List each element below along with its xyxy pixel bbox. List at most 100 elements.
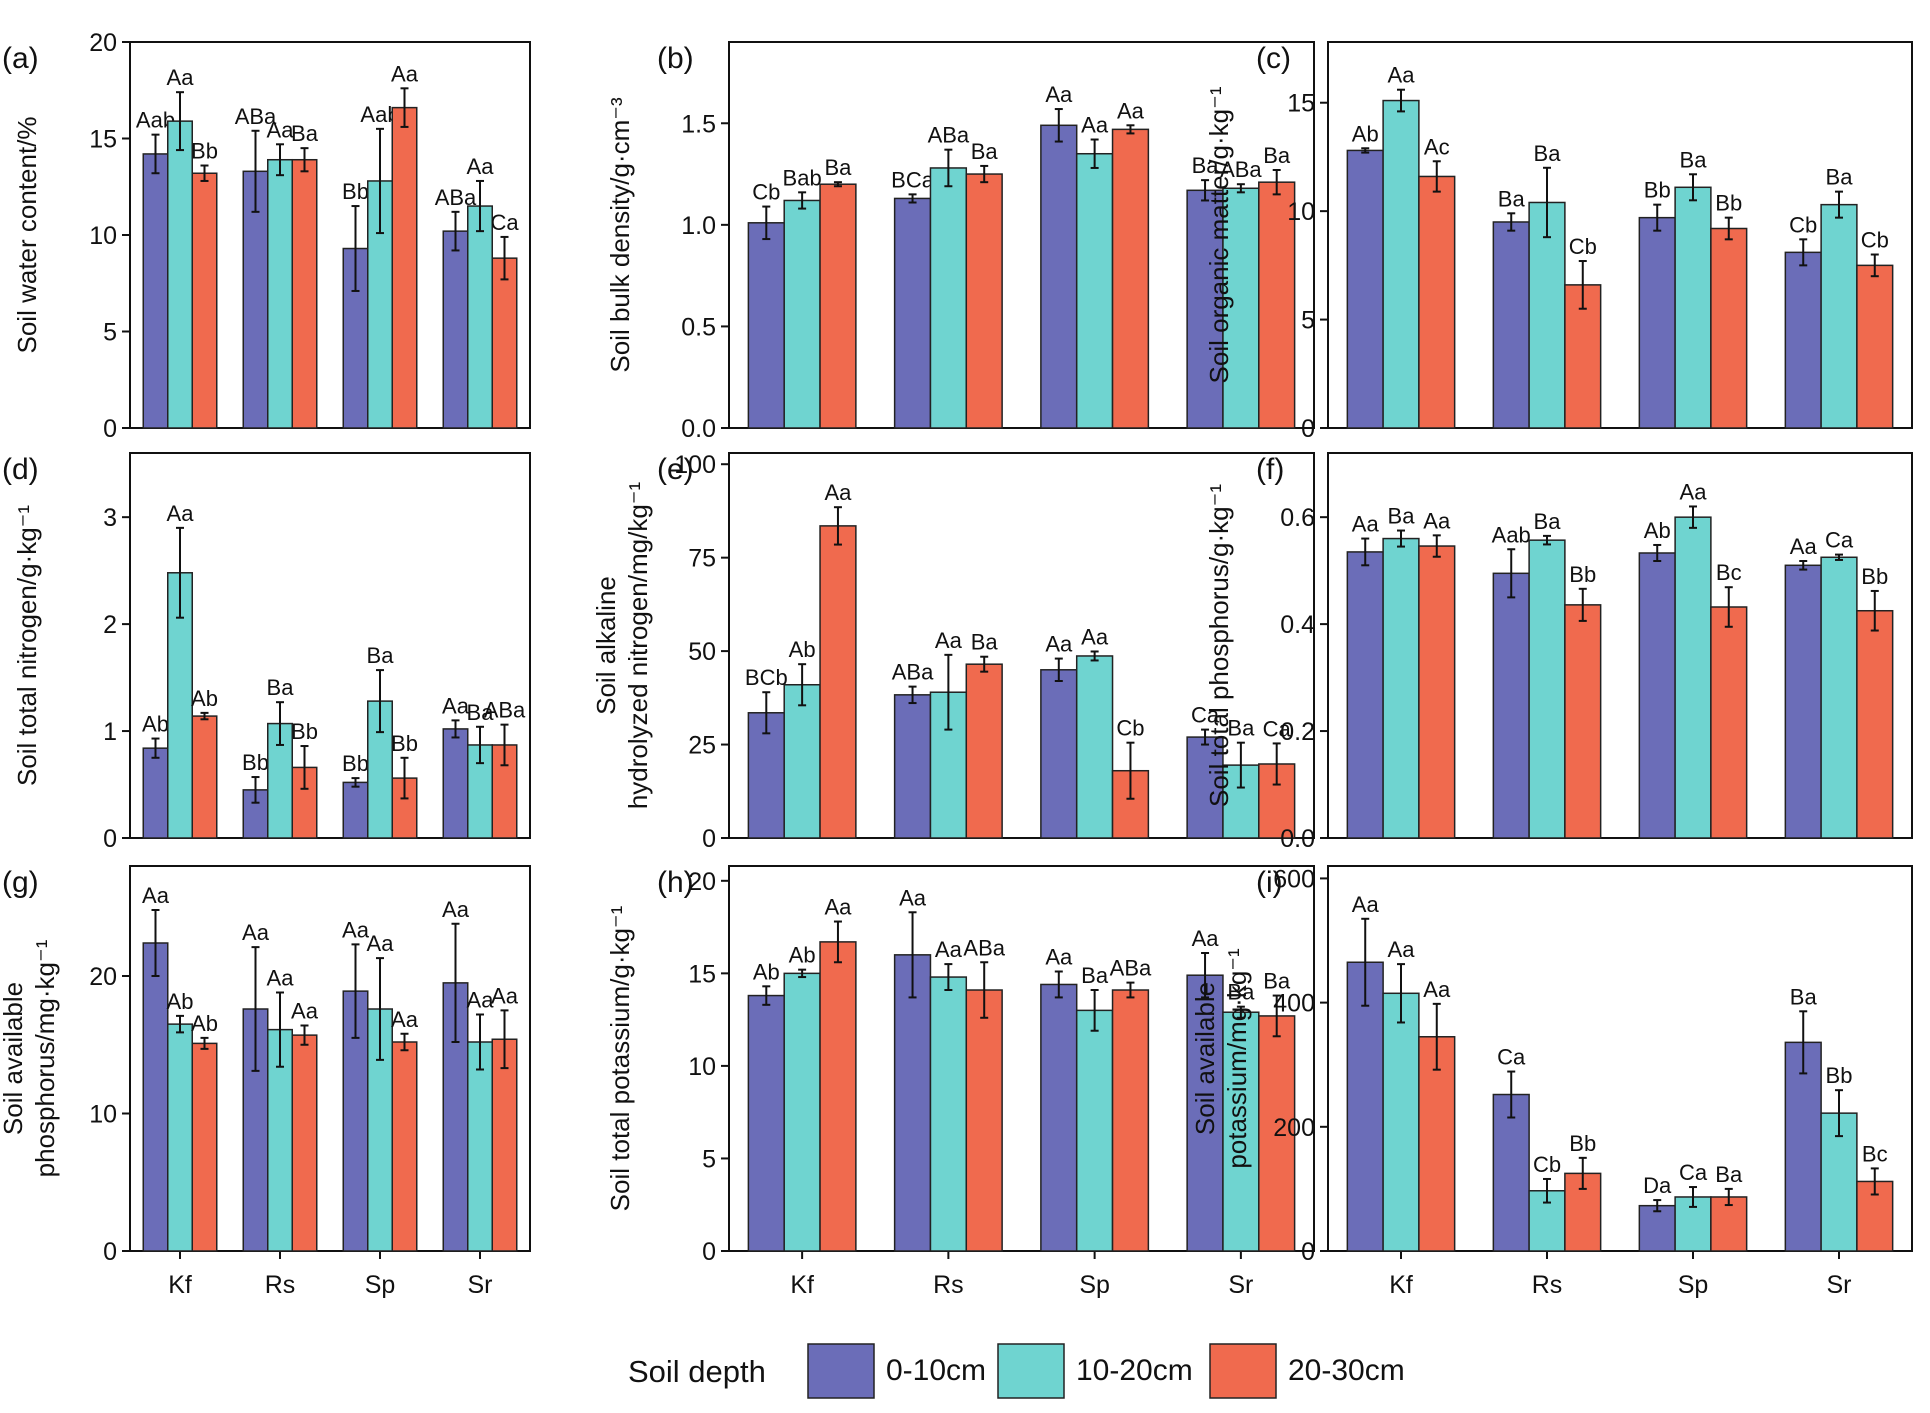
panel-letter: (e): [657, 453, 694, 486]
y-tick-label: 5: [702, 1145, 716, 1173]
significance-label: Ab: [191, 686, 218, 711]
bar: [819, 183, 857, 429]
bar: [1222, 1011, 1260, 1252]
significance-label: Ba: [1081, 963, 1109, 988]
plot-frame: [1327, 452, 1913, 839]
y-axis-label: Soil total phosphorus/g·kg⁻¹: [1204, 484, 1234, 807]
x-tick-label: Sp: [1079, 1271, 1110, 1299]
x-tick-label: Sr: [1228, 1271, 1253, 1299]
bar: [167, 120, 193, 429]
bar: [1222, 187, 1260, 429]
panel-letter: (b): [657, 42, 694, 75]
bar: [1784, 251, 1822, 429]
bar: [1075, 655, 1114, 839]
y-tick-label: 0.0: [1280, 825, 1315, 853]
significance-label: Ba: [1790, 984, 1818, 1009]
significance-label: Ca: [1679, 1160, 1708, 1185]
bar: [1075, 1009, 1114, 1252]
panel-letter: (a): [2, 42, 39, 75]
bar: [1710, 606, 1748, 839]
significance-label: Aa: [167, 65, 195, 90]
y-tick-label: 5: [103, 319, 117, 347]
significance-label: Bb: [1569, 562, 1596, 587]
significance-label: Aa: [824, 895, 852, 920]
bar: [965, 989, 1003, 1252]
bar: [747, 994, 785, 1252]
panel-7: 0 5 10 15 20 Soil total potassium/g·kg⁻¹ (h) Kf…: [605, 865, 1315, 1299]
x-tick-label: Rs: [933, 1271, 964, 1299]
significance-label: Ab: [1644, 518, 1671, 543]
significance-label: Ba: [267, 675, 295, 700]
significance-label: Ab: [167, 989, 194, 1014]
bar: [819, 525, 857, 839]
x-tick-label: Kf: [168, 1271, 192, 1299]
significance-label: Aa: [442, 897, 470, 922]
significance-label: Aa: [491, 983, 519, 1008]
y-tick-label: 100: [674, 451, 716, 479]
significance-label: Bb: [1861, 564, 1888, 589]
significance-label: Ba: [367, 643, 395, 668]
bar: [929, 167, 968, 429]
y-axis-label-line: potassium/mg·kg⁻¹: [1222, 948, 1252, 1169]
significance-label: Aa: [367, 931, 395, 956]
significance-label: Bb: [391, 731, 418, 756]
significance-label: Ba: [1192, 153, 1220, 178]
bar: [1382, 992, 1420, 1252]
panel-8: 0 200 400 600 Soil availablepotassium/mg·kg⁻…: [1190, 865, 1913, 1299]
significance-label: Aa: [899, 885, 927, 910]
panel-letter: (d): [2, 453, 39, 486]
significance-label: Aa: [1117, 98, 1145, 123]
significance-label: Ba: [1680, 147, 1708, 172]
y-tick-label: 3: [103, 504, 117, 532]
x-tick-label: Kf: [1389, 1271, 1413, 1299]
y-tick-label: 2: [103, 611, 117, 639]
significance-label: Ab: [191, 1011, 218, 1036]
significance-label: Ca: [1191, 703, 1220, 728]
significance-label: Bb: [1715, 191, 1742, 216]
significance-label: Aa: [1388, 937, 1416, 962]
x-tick-label: Rs: [1532, 1271, 1563, 1299]
plot-frame: [129, 452, 531, 839]
y-tick-label: 0.5: [681, 313, 716, 341]
significance-label: Bc: [1716, 560, 1742, 585]
significance-label: Aa: [142, 883, 170, 908]
bar: [491, 1038, 518, 1252]
significance-label: Aa: [242, 920, 270, 945]
y-axis-label-line: Soil available: [1190, 982, 1220, 1135]
bar: [391, 1041, 418, 1252]
x-tick-label: Sr: [1827, 1271, 1852, 1299]
x-tick-label: Rs: [265, 1271, 296, 1299]
significance-label: Ab: [142, 712, 169, 737]
bar: [1075, 152, 1114, 429]
significance-label: Ba: [467, 700, 495, 725]
bar: [1418, 175, 1456, 429]
y-tick-label: 200: [1273, 1114, 1315, 1142]
bar: [391, 106, 418, 429]
plot-frame: [1327, 41, 1913, 429]
significance-label: Bb: [291, 719, 318, 744]
y-axis-label: Soil water content/%: [12, 116, 42, 353]
significance-label: Aa: [935, 628, 963, 653]
y-tick-label: 20: [89, 29, 117, 57]
significance-label: Cb: [1569, 234, 1597, 259]
significance-label: Ab: [789, 943, 816, 968]
bar: [1784, 1041, 1822, 1252]
significance-label: Aa: [1352, 512, 1380, 537]
panel-4: 0 25 50 75 100 Soil alkalinehydrolyzed nitrog…: [591, 451, 1315, 853]
bar: [142, 747, 169, 839]
y-tick-label: 5: [1301, 307, 1315, 335]
bar: [1856, 264, 1894, 429]
y-tick-label: 20: [688, 868, 716, 896]
y-tick-label: 0: [702, 1238, 716, 1266]
bar: [893, 694, 932, 839]
significance-label: Aa: [1045, 82, 1073, 107]
plot-frame: [728, 452, 1315, 839]
bar: [1856, 609, 1894, 839]
y-axis-label: Soil bulk density/g·cm⁻³: [605, 97, 635, 373]
y-tick-label: 25: [688, 732, 716, 760]
significance-label: Aa: [1045, 632, 1073, 657]
bar: [1492, 221, 1530, 429]
significance-label: Cb: [752, 180, 780, 205]
